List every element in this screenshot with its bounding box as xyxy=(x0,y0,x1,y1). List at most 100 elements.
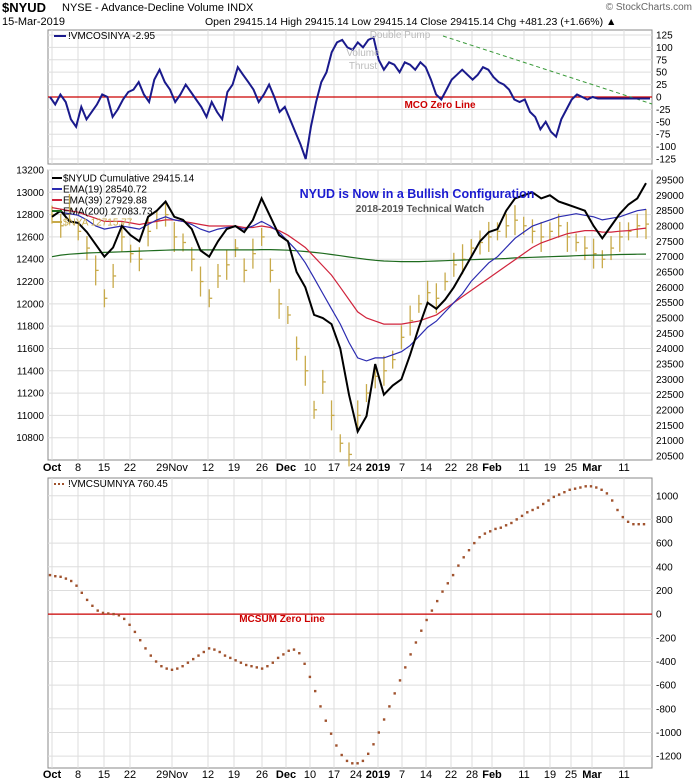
nyud-xaxis-label: Feb xyxy=(482,462,502,474)
mcsum-xaxis-label: 8 xyxy=(75,769,81,780)
nyud-left-ytick-label: 10800 xyxy=(16,433,44,444)
mcsum-point xyxy=(494,527,497,531)
mcsum-ytick-label: 1000 xyxy=(656,491,679,502)
mco-ytick-label: 125 xyxy=(656,30,673,41)
mcsum-point xyxy=(181,665,184,668)
nyud-xaxis-label: 2019 xyxy=(366,462,390,474)
mcsum-point xyxy=(430,609,434,612)
mcsum-xaxis-label: 22 xyxy=(445,769,457,780)
mcsum-point xyxy=(239,661,243,664)
mcsum-point xyxy=(154,660,158,663)
date-label: 15-Mar-2019 xyxy=(2,16,65,28)
mcsum-ytick-label: -800 xyxy=(656,704,676,715)
mco-ytick-label: 0 xyxy=(656,93,662,104)
mco-ytick-label: -50 xyxy=(656,117,671,128)
mcsum-point xyxy=(388,705,391,708)
mcsum-panel xyxy=(47,477,653,769)
mcsum-point xyxy=(510,521,513,525)
nyud-xaxis-label: 26 xyxy=(256,462,268,474)
ohlc-readout: Open 29415.14 High 29415.14 Low 29415.14… xyxy=(205,16,617,28)
mcsum-point xyxy=(621,515,624,519)
mcsum-ytick-label: -400 xyxy=(656,657,676,668)
mcsum-xaxis-label: 22 xyxy=(124,769,136,780)
mcsum-point xyxy=(473,541,476,545)
mcsum-ytick-label: -200 xyxy=(656,633,676,644)
mcsum-point xyxy=(451,573,455,577)
mco-zero-label: MCO Zero Line xyxy=(404,100,476,111)
nyud-xaxis-label: 28 xyxy=(466,462,478,474)
nyud-xaxis-label: 14 xyxy=(420,462,432,474)
mcsum-point xyxy=(112,612,115,616)
mcsum-point xyxy=(324,719,327,722)
mco-ytick-label: 75 xyxy=(656,55,668,66)
mco-ytick-label: -25 xyxy=(656,105,671,116)
nyud-left-ytick-label: 11600 xyxy=(17,344,45,355)
nyud-xaxis-label: Dec xyxy=(276,462,296,474)
mcsum-xaxis-label: 19 xyxy=(228,769,240,780)
mcsum-point xyxy=(542,502,545,506)
mcsum-point xyxy=(340,753,343,757)
watermark: © StockCharts.com xyxy=(605,2,692,13)
nyud-right-ytick-label: 22000 xyxy=(656,406,684,417)
mcsum-point xyxy=(589,485,593,488)
nyud-right-ytick-label: 25000 xyxy=(656,314,684,325)
nyud-right-ytick-label: 29000 xyxy=(656,191,684,202)
mcsum-point xyxy=(504,524,508,527)
nyud-right-ytick-label: 20500 xyxy=(656,452,684,463)
mcsum-xaxis-label: 12 xyxy=(202,769,214,780)
nyud-right-ytick-label: 23500 xyxy=(656,360,684,371)
ema200-line xyxy=(51,249,647,263)
mcsum-point xyxy=(467,549,471,552)
mcsum-point xyxy=(611,499,614,502)
bullish-config-annotation: NYUD is Now in a Bullish Configuration xyxy=(300,187,535,201)
mcsum-ytick-label: 0 xyxy=(656,610,662,621)
mcsum-point xyxy=(483,532,487,535)
nyud-xaxis-label: 19 xyxy=(228,462,240,474)
nyud-xaxis-label: 11 xyxy=(518,462,529,474)
mcsum-point xyxy=(568,488,571,491)
nyud-xaxis-label: 11 xyxy=(618,462,629,474)
nyud-left-ytick-label: 11800 xyxy=(17,322,45,333)
mcsum-point xyxy=(616,508,619,512)
nyud-right-ytick-label: 22500 xyxy=(656,390,684,401)
mcsum-point xyxy=(165,667,168,670)
mcsum-point xyxy=(75,584,78,587)
mcsum-point xyxy=(393,692,396,695)
mcsum-xaxis-label: 26 xyxy=(256,769,268,780)
mcsum-point xyxy=(197,654,200,657)
mcsum-point xyxy=(91,604,94,607)
mcsum-point xyxy=(207,647,211,650)
nyud-left-ytick-label: 12800 xyxy=(16,210,44,221)
mcsum-point xyxy=(282,653,285,656)
volume-annotation: Volume xyxy=(346,48,380,59)
mcsum-point xyxy=(123,617,126,621)
mco-series-line xyxy=(49,35,650,160)
nyud-xaxis-label: 25 xyxy=(565,462,577,474)
mcsum-point xyxy=(552,495,555,499)
mcsum-xaxis-label: 11 xyxy=(518,769,529,780)
mcsum-point xyxy=(271,661,274,664)
technical-watch-annotation: 2018-2019 Technical Watch xyxy=(356,204,484,215)
mcsum-point xyxy=(351,762,354,765)
mcsum-point xyxy=(176,667,179,670)
mcsum-point xyxy=(345,759,349,763)
mcsum-ytick-label: -1000 xyxy=(656,728,682,739)
nyud-right-ytick-label: 26500 xyxy=(656,268,684,279)
nyud-xaxis-label: 15 xyxy=(98,462,110,474)
nyud-left-ytick-label: 11200 xyxy=(17,389,45,400)
mco-ytick-label: 100 xyxy=(656,43,673,54)
mcsum-xaxis-label: 7 xyxy=(399,769,405,780)
mcsum-xaxis-label: 14 xyxy=(420,769,432,780)
nyud-left-ytick-label: 13200 xyxy=(16,166,44,177)
mcsum-point xyxy=(292,648,296,651)
mcsum-point xyxy=(361,759,365,763)
mcsum-point xyxy=(372,743,375,746)
nyud-xaxis-label: 17 xyxy=(328,462,340,474)
mcsum-point xyxy=(101,611,105,615)
mcsum-point xyxy=(563,491,566,494)
mcsum-xaxis-label: 24 xyxy=(350,769,362,780)
mcsum-xaxis-label: 25 xyxy=(565,769,577,780)
nyud-right-ytick-label: 21000 xyxy=(656,436,684,447)
mcsum-point xyxy=(260,667,264,670)
